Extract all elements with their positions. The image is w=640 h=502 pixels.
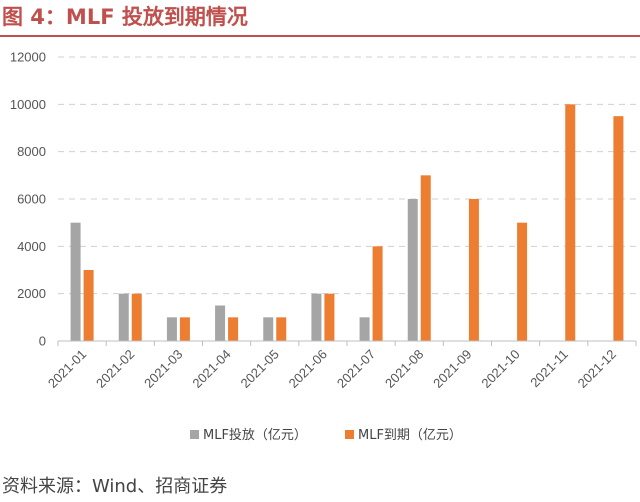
y-tick-label: 12000	[10, 50, 46, 65]
bar-mlf-maturing-2021-01	[83, 270, 94, 341]
bar-mlf-issued-2021-07	[359, 317, 370, 341]
bar-mlf-maturing-2021-02	[131, 293, 142, 341]
legend-swatch-mlf-issued	[190, 430, 199, 439]
x-tick-label: 2021-06	[286, 347, 330, 391]
y-tick-label: 0	[39, 334, 46, 349]
title-divider	[0, 35, 640, 37]
bar-mlf-maturing-2021-03	[179, 317, 190, 341]
x-tick-label: 2021-11	[527, 347, 571, 391]
legend-swatch-mlf-maturing	[345, 430, 354, 439]
x-axis-ticks: 2021-01 2021-02 2021-03 2021-04 2021-05 2021-…	[45, 341, 637, 391]
y-tick-label: 2000	[17, 286, 46, 301]
y-tick-label: 6000	[17, 192, 46, 207]
bar-mlf-issued-2021-06	[311, 293, 322, 341]
x-tick-label: 2021-03	[141, 347, 185, 391]
bar-mlf-issued-2021-03	[166, 317, 177, 341]
bar-mlf-maturing-2021-06	[324, 293, 335, 341]
bars	[70, 104, 624, 342]
bar-mlf-maturing-2021-10	[517, 222, 528, 341]
x-tick-label: 2021-05	[238, 347, 282, 391]
bar-mlf-issued-2021-05	[263, 317, 274, 341]
legend-label-mlf-issued: MLF投放（亿元）	[203, 427, 307, 443]
source-note: 资料来源：Wind、招商证券	[2, 476, 228, 497]
x-tick-label: 2021-01	[45, 347, 89, 391]
bar-mlf-maturing-2021-04	[228, 317, 239, 341]
x-tick-label: 2021-09	[430, 347, 474, 391]
x-tick-label: 2021-12	[575, 347, 619, 391]
bar-mlf-issued-2021-08	[407, 199, 418, 341]
x-tick-label: 2021-04	[189, 347, 233, 391]
grid-lines	[58, 56, 636, 295]
y-axis-ticks: 0 2000 4000 6000 8000 10000 12000	[10, 50, 46, 349]
x-tick-label: 2021-02	[93, 347, 137, 391]
legend: MLF投放（亿元） MLF到期（亿元）	[190, 427, 462, 443]
figure-title: 图 4：MLF 投放到期情况	[2, 5, 248, 29]
y-tick-label: 10000	[10, 97, 46, 112]
bar-mlf-issued-2021-04	[215, 305, 226, 341]
y-tick-label: 8000	[17, 144, 46, 159]
x-tick-label: 2021-07	[334, 347, 378, 391]
x-tick-label: 2021-08	[382, 347, 426, 391]
x-tick-label: 2021-10	[478, 347, 522, 391]
bar-mlf-issued-2021-01	[70, 222, 81, 341]
bar-mlf-maturing-2021-09	[468, 199, 479, 341]
y-tick-label: 4000	[17, 239, 46, 254]
bar-mlf-maturing-2021-08	[420, 175, 431, 341]
bar-mlf-maturing-2021-05	[276, 317, 287, 341]
legend-label-mlf-maturing: MLF到期（亿元）	[358, 428, 462, 443]
bar-mlf-maturing-2021-11	[565, 104, 576, 341]
bar-mlf-maturing-2021-07	[372, 246, 383, 341]
bar-mlf-maturing-2021-12	[613, 116, 624, 342]
bar-mlf-issued-2021-02	[118, 293, 129, 341]
